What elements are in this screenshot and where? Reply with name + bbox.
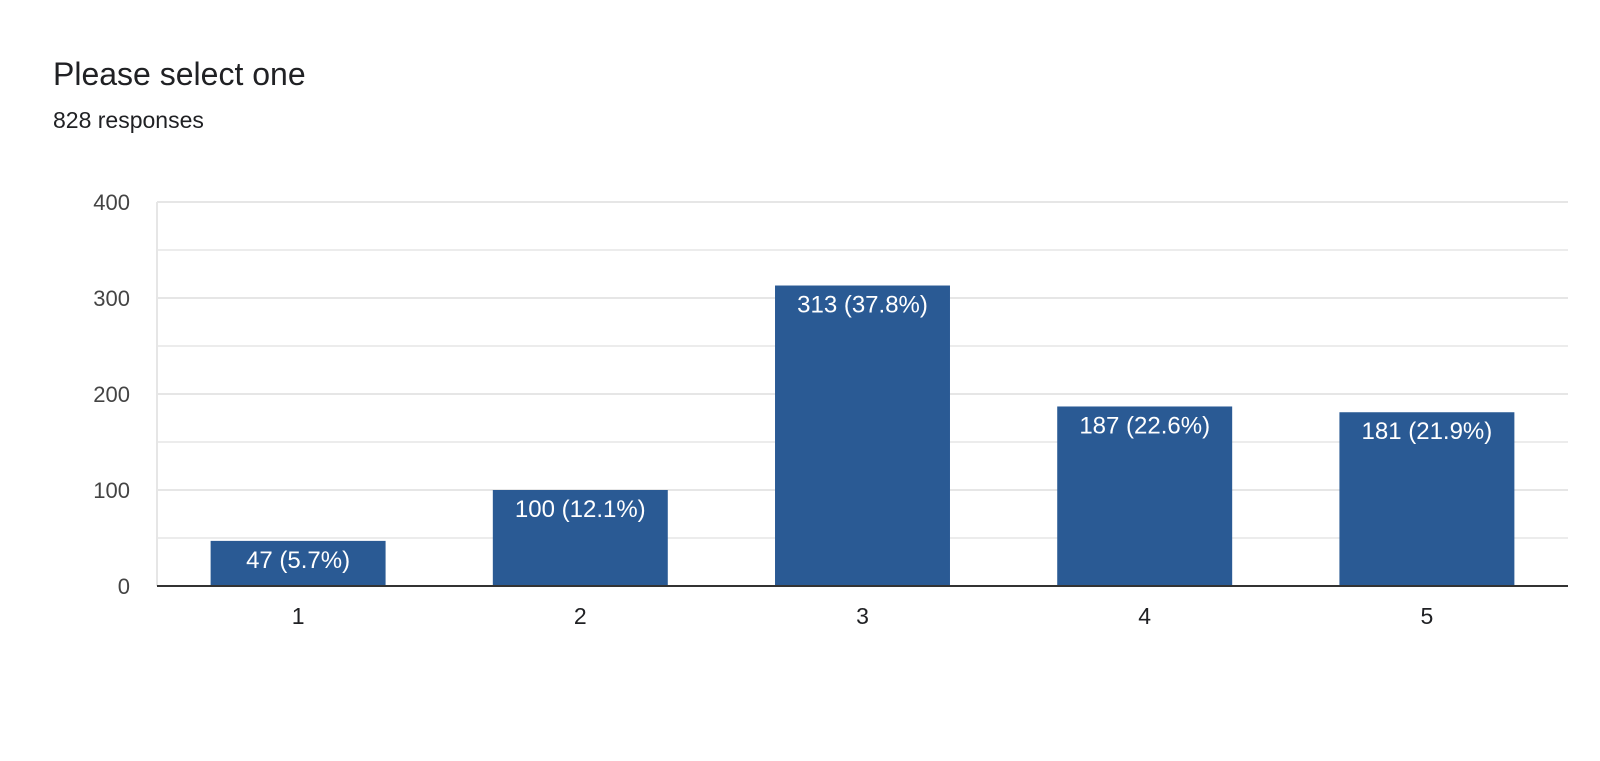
y-tick-label: 400 xyxy=(93,190,130,215)
bar-1[interactable] xyxy=(210,540,386,586)
y-axis-ticks: 0 100 200 300 400 xyxy=(93,190,130,599)
bars xyxy=(210,285,1515,586)
question-title: Please select one xyxy=(53,56,306,92)
bar-3[interactable] xyxy=(775,285,950,586)
data-labels: 47 (5.7%) 100 (12.1%) 313 (37.8%) 187 (22.6… xyxy=(246,292,1492,574)
bar-value-label: 187 (22.6%) xyxy=(1079,412,1210,439)
x-tick-label: 3 xyxy=(856,603,869,629)
bar-5[interactable] xyxy=(1339,412,1515,586)
y-tick-label: 100 xyxy=(93,478,130,503)
bar-4[interactable] xyxy=(1057,406,1233,586)
response-count: 828 responses xyxy=(53,107,204,133)
x-tick-label: 5 xyxy=(1421,603,1434,629)
x-axis-ticks: 1 2 3 4 5 xyxy=(292,603,1434,629)
x-tick-label: 2 xyxy=(574,603,587,629)
bar-value-label: 181 (21.9%) xyxy=(1362,418,1493,445)
y-tick-label: 300 xyxy=(93,286,130,311)
bar-value-label: 100 (12.1%) xyxy=(515,496,646,523)
x-tick-label: 1 xyxy=(292,603,305,629)
y-tick-label: 0 xyxy=(118,574,130,599)
x-tick-label: 4 xyxy=(1138,603,1151,629)
y-tick-label: 200 xyxy=(93,382,130,407)
bar-value-label: 313 (37.8%) xyxy=(797,292,928,319)
bar-2[interactable] xyxy=(492,490,668,586)
bar-value-label: 47 (5.7%) xyxy=(246,547,350,574)
